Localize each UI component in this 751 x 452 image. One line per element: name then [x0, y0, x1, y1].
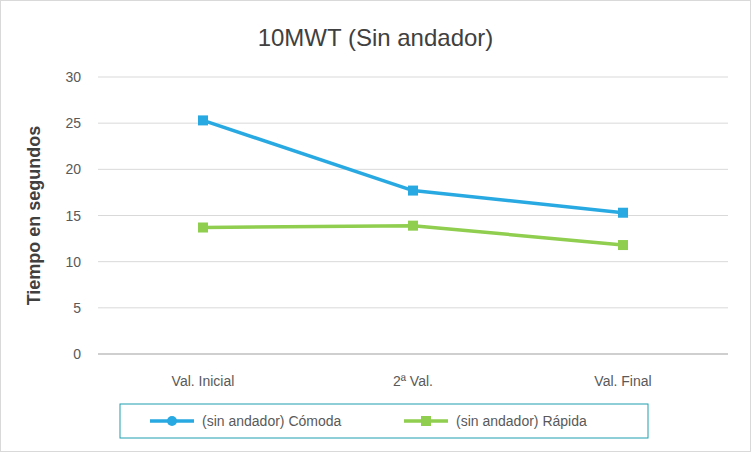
grid-line [98, 307, 728, 308]
data-point [408, 186, 418, 196]
chart: 10MWT (Sin andador) Tiempo en segundos 0 5 1… [0, 0, 751, 452]
title: 10MWT (Sin andador) [258, 24, 494, 51]
data-point [408, 221, 418, 231]
legend-label: (sin andador) Rápida [456, 413, 587, 429]
grid-line [98, 77, 728, 78]
grid-line [98, 261, 728, 262]
legend-marker [421, 416, 431, 426]
data-point [198, 223, 208, 233]
legend-marker [167, 416, 177, 426]
legend-label: (sin andador) Cómoda [202, 413, 342, 429]
y-tick-label: 25 [65, 115, 81, 131]
y-tick-label: 30 [65, 69, 81, 85]
x-tick-label: 2ª Val. [393, 373, 433, 389]
data-point [198, 115, 208, 125]
background [1, 1, 751, 452]
grid-line [98, 169, 728, 170]
y-tick-label: 5 [73, 300, 81, 316]
y-tick-label: 0 [73, 346, 81, 362]
y-tick-label: 10 [65, 254, 81, 270]
legend-box [120, 404, 648, 438]
grid-line [98, 215, 728, 216]
y-tick-label: 20 [65, 161, 81, 177]
x-axis-line [98, 354, 728, 355]
plot-area [198, 115, 628, 250]
y-tick-label: 15 [65, 208, 81, 224]
grid-line [98, 123, 728, 124]
y-axis-label: Tiempo en segundos [24, 126, 44, 306]
grid-line [98, 354, 728, 355]
series-line [203, 120, 623, 212]
data-point [618, 240, 628, 250]
data-point [618, 208, 628, 218]
x-tick-label: Val. Final [594, 373, 651, 389]
x-tick-label: Val. Inicial [172, 373, 235, 389]
